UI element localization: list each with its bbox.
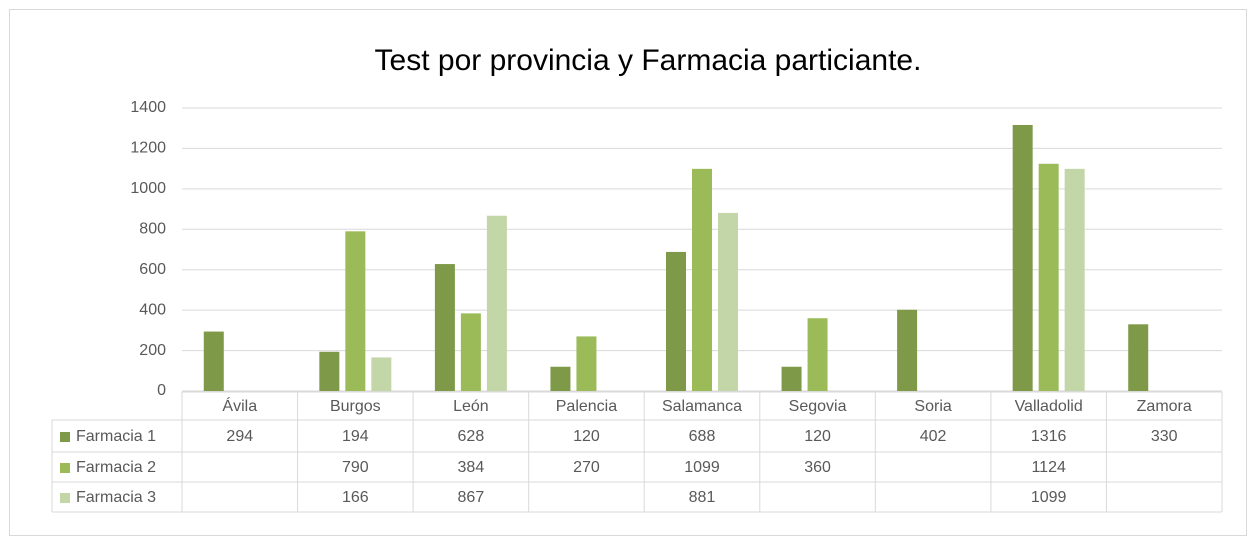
bar — [203, 331, 224, 391]
legend-swatch — [60, 493, 70, 503]
y-tick-label: 200 — [139, 342, 166, 359]
bar — [460, 313, 481, 391]
bar — [345, 231, 366, 391]
bar — [781, 366, 802, 391]
x-tick-label: León — [453, 398, 489, 415]
bar — [718, 212, 738, 391]
table-value: 688 — [689, 428, 716, 445]
table-value: 330 — [1151, 428, 1178, 445]
legend-swatch — [60, 463, 70, 473]
table-value: 867 — [458, 489, 485, 506]
y-tick-label: 1200 — [130, 140, 166, 157]
table-value: 120 — [804, 428, 831, 445]
legend-swatch — [60, 432, 70, 442]
table-value: 1099 — [1031, 489, 1067, 506]
table-value: 360 — [804, 459, 831, 476]
y-tick-label: 1400 — [130, 99, 166, 116]
table-value: 1124 — [1031, 459, 1066, 476]
table-value: 1316 — [1031, 428, 1067, 445]
y-tick-label: 600 — [139, 261, 166, 278]
table-value: 402 — [920, 428, 947, 445]
bar — [576, 336, 597, 391]
table-value: 194 — [342, 428, 369, 445]
bar — [371, 357, 392, 391]
legend-label: Farmacia 3 — [76, 489, 156, 506]
x-tick-label: Valladolid — [1015, 398, 1083, 415]
bar — [1128, 324, 1149, 391]
bar — [434, 264, 455, 391]
x-tick-label: Ávila — [222, 396, 257, 415]
x-tick-label: Salamanca — [662, 398, 742, 415]
bar — [1038, 163, 1059, 391]
x-tick-label: Burgos — [330, 398, 381, 415]
bar — [807, 318, 828, 391]
x-tick-label: Segovia — [789, 398, 847, 415]
y-tick-label: 400 — [139, 301, 166, 318]
legend-label: Farmacia 2 — [76, 459, 156, 476]
chart-title: Test por provincia y Farmacia particiant… — [375, 44, 922, 77]
bar — [666, 251, 686, 391]
y-tick-label: 800 — [139, 221, 166, 238]
bar — [1012, 124, 1033, 391]
bar — [486, 215, 507, 391]
bar — [550, 366, 571, 391]
table-value: 166 — [342, 489, 369, 506]
x-tick-label: Palencia — [556, 398, 617, 415]
table-value: 270 — [573, 459, 600, 476]
bar — [692, 168, 712, 391]
y-tick-label: 0 — [157, 382, 166, 399]
table-value: 384 — [458, 459, 485, 476]
table-value: 881 — [689, 489, 716, 506]
chart-border — [9, 9, 1247, 536]
table-value: 1099 — [684, 459, 720, 476]
table-value: 294 — [226, 428, 253, 445]
x-tick-label: Soria — [914, 398, 951, 415]
bar — [319, 351, 340, 391]
y-tick-label: 1000 — [130, 180, 166, 197]
x-tick-label: Zamora — [1137, 398, 1192, 415]
table-value: 628 — [458, 428, 485, 445]
legend-label: Farmacia 1 — [76, 428, 156, 445]
table-value: 120 — [573, 428, 600, 445]
bar — [897, 309, 918, 391]
bar — [1064, 168, 1085, 391]
table-value: 790 — [342, 459, 369, 476]
